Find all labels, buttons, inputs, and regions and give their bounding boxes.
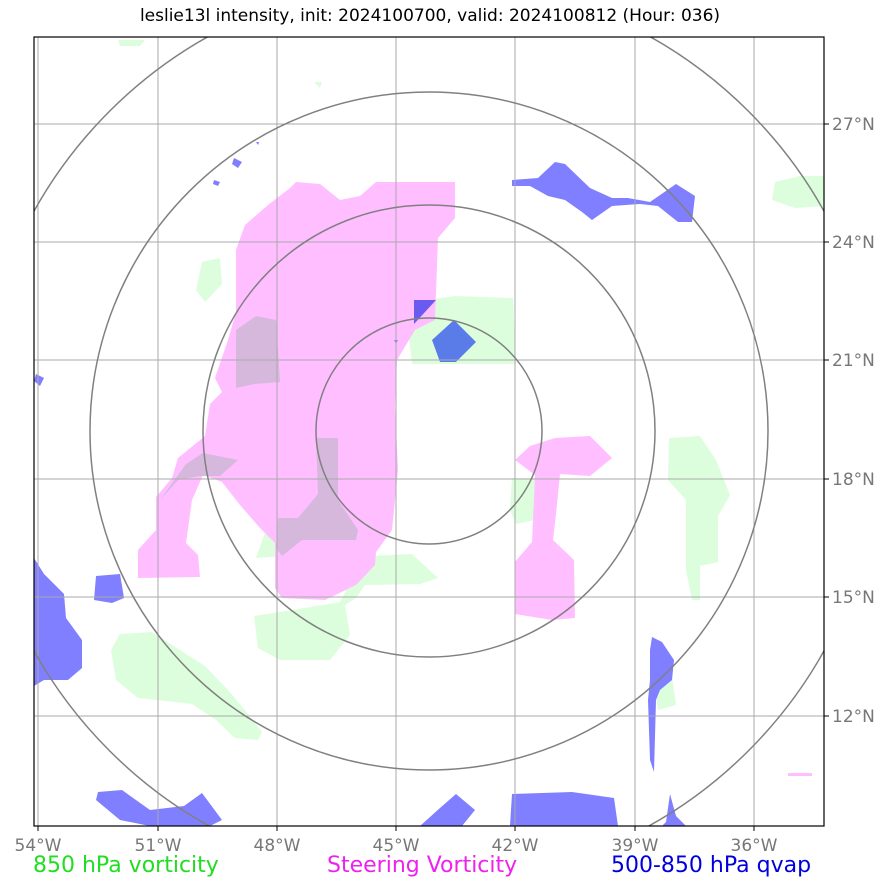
lat-label: 18°N xyxy=(832,470,875,490)
qvap-layer xyxy=(34,142,695,826)
range-ring-4 xyxy=(34,37,824,826)
lon-label: 54°W xyxy=(15,836,62,856)
longitude-labels: 54°W 51°W 48°W 45°W 42°W 39°W 36°W xyxy=(15,836,778,856)
lon-label: 51°W xyxy=(135,836,182,856)
plot-frame xyxy=(33,36,825,827)
range-ring-2 xyxy=(202,204,656,658)
latitude-labels: 27°N 24°N 21°N 18°N 15°N 12°N xyxy=(832,115,875,727)
legend-steering-vorticity: Steering Vorticity xyxy=(327,853,518,878)
lon-label: 36°W xyxy=(731,836,778,856)
lat-label: 21°N xyxy=(832,351,875,371)
vorticity-850-layer xyxy=(111,40,824,740)
lon-label: 39°W xyxy=(612,836,659,856)
steering-vorticity-layer xyxy=(138,182,812,776)
lon-label: 48°W xyxy=(254,836,301,856)
range-ring-1 xyxy=(315,317,543,545)
lon-label: 42°W xyxy=(492,836,539,856)
map-title: leslie13l intensity, init: 2024100700, v… xyxy=(139,6,721,26)
lat-label: 24°N xyxy=(832,233,875,253)
lat-label: 12°N xyxy=(832,707,875,727)
lon-label: 45°W xyxy=(373,836,420,856)
range-ring-3 xyxy=(89,91,769,771)
lat-label: 15°N xyxy=(832,588,875,608)
range-rings xyxy=(34,37,824,826)
graticule xyxy=(34,37,824,826)
lat-label: 27°N xyxy=(832,115,875,135)
legend-850-vorticity: 850 hPa vorticity xyxy=(33,853,219,878)
legend-qvap: 500-850 hPa qvap xyxy=(611,853,812,878)
